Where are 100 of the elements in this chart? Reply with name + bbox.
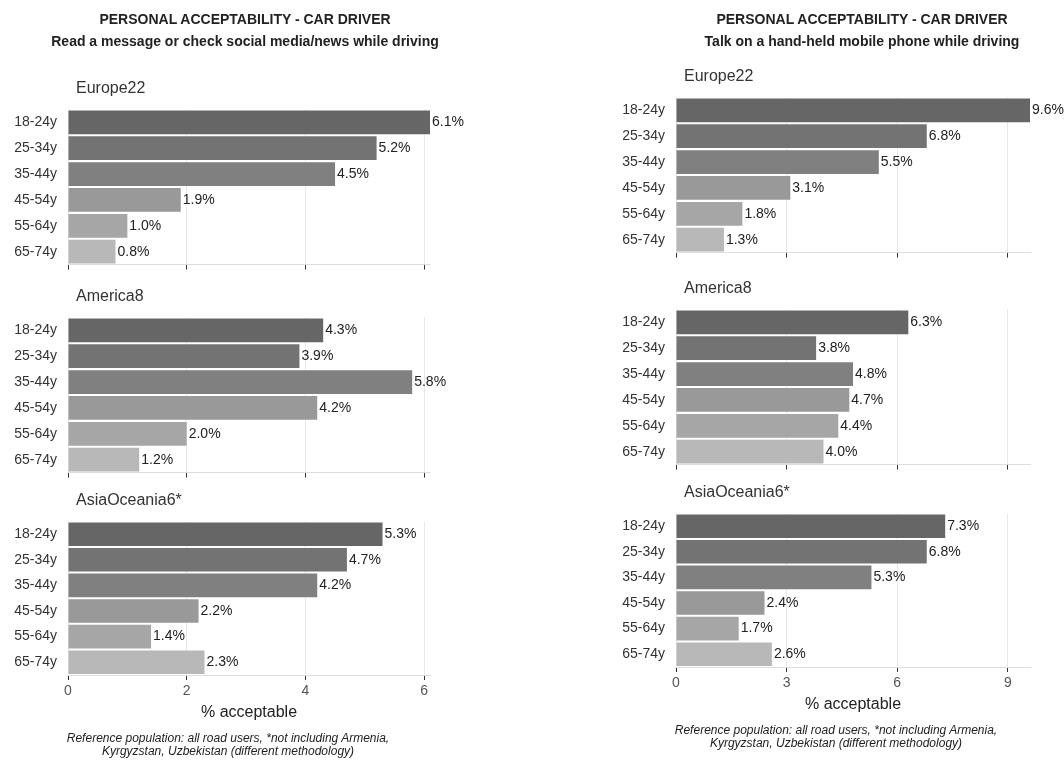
chart-title: Europe22 bbox=[683, 66, 755, 86]
bar bbox=[676, 176, 791, 200]
y-tick-label: 65-74y bbox=[622, 645, 665, 662]
data-label: 6.3% bbox=[910, 313, 943, 330]
y-tick-label: 65-74y bbox=[622, 442, 665, 459]
chart-title: AsiaOceania6* bbox=[683, 482, 791, 502]
text: PERSONAL ACCEPTABILITY - CAR DRIVER bbox=[715, 10, 1009, 29]
y-tick-label: 35-44y bbox=[14, 372, 57, 389]
data-label: 5.3% bbox=[384, 525, 417, 542]
bar bbox=[68, 162, 336, 186]
y-tick-label: 25-34y bbox=[622, 127, 665, 144]
data-label: 6.1% bbox=[432, 113, 464, 130]
bar bbox=[68, 599, 199, 623]
bar bbox=[676, 362, 853, 386]
y-tick-label: 55-64y bbox=[14, 216, 57, 233]
bar bbox=[68, 213, 128, 238]
y-tick-label: 18-24y bbox=[622, 101, 665, 118]
y-tick-label: 55-64y bbox=[622, 204, 665, 221]
data-label: 5.2% bbox=[378, 139, 411, 156]
bar bbox=[68, 318, 324, 343]
data-label: 7.3% bbox=[947, 517, 980, 534]
data-label: 2.3% bbox=[206, 653, 239, 670]
bar bbox=[68, 396, 318, 420]
bar bbox=[676, 201, 743, 226]
x-tick-label: 3 bbox=[782, 674, 791, 691]
bar bbox=[676, 413, 839, 438]
y-tick-label: 65-74y bbox=[622, 230, 665, 247]
data-label: 4.7% bbox=[348, 550, 381, 567]
bar bbox=[676, 514, 946, 538]
y-tick-label: 45-54y bbox=[14, 190, 57, 207]
bar bbox=[676, 98, 1030, 123]
data-label: 2.4% bbox=[766, 593, 799, 610]
bar bbox=[68, 548, 347, 572]
bar bbox=[676, 310, 909, 335]
data-label: 4.5% bbox=[337, 164, 369, 181]
x-tick-label: 9 bbox=[1003, 674, 1012, 691]
bar bbox=[676, 439, 824, 464]
bar bbox=[676, 642, 772, 666]
y-tick-label: 35-44y bbox=[14, 164, 57, 181]
data-label: 1.9% bbox=[182, 190, 215, 207]
x-axis-title: % acceptable bbox=[200, 702, 298, 720]
bar bbox=[676, 565, 872, 590]
x-tick-label: 6 bbox=[420, 682, 429, 699]
bar bbox=[68, 650, 205, 674]
text: Read a message or check social media/news while driving bbox=[50, 32, 440, 51]
data-label: 3.8% bbox=[818, 339, 851, 356]
y-tick-label: 65-74y bbox=[14, 653, 57, 670]
y-tick-label: 25-34y bbox=[622, 339, 665, 356]
x-tick-label: 0 bbox=[64, 682, 73, 699]
bar bbox=[68, 344, 300, 369]
x-tick-label: 4 bbox=[301, 682, 310, 699]
data-label: 1.3% bbox=[725, 230, 758, 247]
bar bbox=[676, 616, 739, 641]
data-label: 4.7% bbox=[851, 390, 884, 407]
bar bbox=[68, 370, 413, 394]
text: PERSONAL ACCEPTABILITY - CAR DRIVER bbox=[98, 10, 392, 29]
chart-title: Europe22 bbox=[75, 78, 147, 98]
bar bbox=[68, 624, 152, 649]
y-tick-label: 35-44y bbox=[622, 568, 665, 585]
bar bbox=[676, 227, 724, 252]
data-label: 2.2% bbox=[200, 601, 233, 618]
y-tick-label: 45-54y bbox=[622, 593, 665, 610]
y-tick-label: 25-34y bbox=[14, 550, 57, 567]
bar bbox=[676, 124, 927, 149]
y-tick-label: 55-64y bbox=[14, 627, 57, 644]
data-label: 5.8% bbox=[414, 372, 447, 389]
bar bbox=[68, 136, 377, 161]
data-label: 0.8% bbox=[117, 242, 150, 259]
bar bbox=[676, 591, 765, 615]
data-label: 4.8% bbox=[855, 364, 887, 381]
data-label: 1.7% bbox=[740, 619, 773, 636]
data-label: 4.0% bbox=[825, 442, 858, 459]
bar bbox=[676, 540, 927, 564]
y-tick-label: 18-24y bbox=[14, 113, 57, 130]
bar bbox=[676, 388, 850, 412]
y-tick-label: 18-24y bbox=[14, 321, 57, 338]
bar bbox=[68, 573, 318, 598]
data-label: 1.4% bbox=[153, 627, 185, 644]
data-label: 2.6% bbox=[773, 645, 806, 662]
y-tick-label: 65-74y bbox=[14, 450, 57, 467]
data-label: 1.2% bbox=[141, 450, 174, 467]
y-tick-label: 18-24y bbox=[622, 517, 665, 534]
x-tick-label: 2 bbox=[182, 682, 191, 699]
data-label: 4.2% bbox=[319, 398, 352, 415]
data-label: 5.5% bbox=[880, 152, 913, 169]
y-tick-label: 45-54y bbox=[622, 390, 665, 407]
bar bbox=[68, 522, 383, 546]
y-tick-label: 45-54y bbox=[14, 398, 57, 415]
data-label: 1.0% bbox=[129, 216, 162, 233]
chart-title: America8 bbox=[75, 286, 145, 306]
data-label: 6.8% bbox=[928, 127, 961, 144]
data-label: 3.1% bbox=[792, 178, 825, 195]
text: Reference population: all road users, *not including Armenia, Kyrgyzstan, Uzbekistan (different methodology) bbox=[673, 723, 999, 750]
y-tick-label: 35-44y bbox=[14, 576, 57, 593]
y-tick-label: 55-64y bbox=[622, 416, 665, 433]
data-label: 2.0% bbox=[188, 424, 221, 441]
data-label: 6.8% bbox=[928, 542, 961, 559]
bar bbox=[676, 150, 879, 174]
data-label: 4.4% bbox=[840, 416, 873, 433]
chart-title: America8 bbox=[683, 278, 753, 298]
